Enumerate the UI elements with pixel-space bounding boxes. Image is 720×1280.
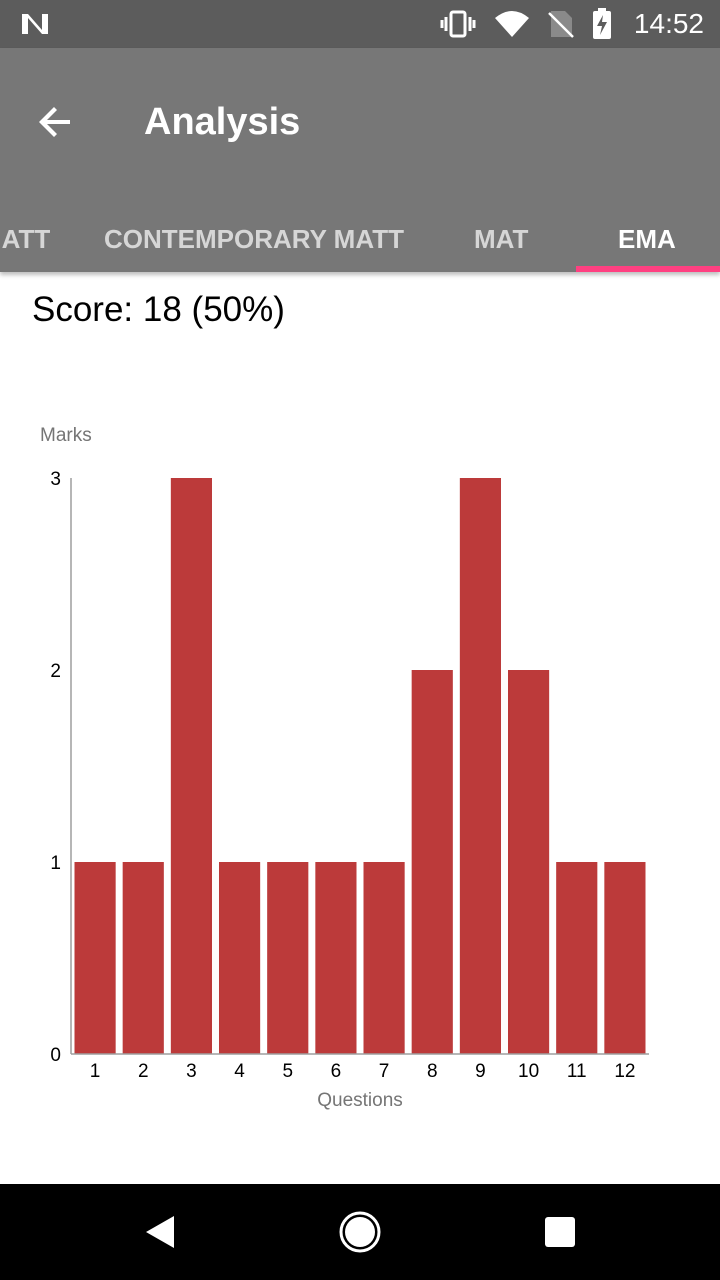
back-triangle-icon[interactable]	[136, 1208, 184, 1256]
tab-ema[interactable]: EMA	[618, 224, 676, 254]
notification-n-icon	[22, 14, 48, 34]
bar-question-6	[315, 862, 357, 1054]
bar-question-3	[170, 478, 212, 1054]
arrow-back-icon[interactable]	[32, 98, 80, 146]
no-sim-icon	[548, 11, 574, 38]
y-tick-label: 2	[50, 661, 61, 682]
x-tick-label: 12	[614, 1061, 635, 1082]
x-tick-label: 6	[331, 1061, 342, 1082]
x-tick-labels: 1 2 3 4 5 6 7 8 9 10 11 12	[90, 1061, 636, 1082]
y-tick-label: 0	[50, 1045, 61, 1066]
x-tick-label: 10	[518, 1061, 539, 1082]
x-tick-label: 3	[186, 1061, 197, 1082]
x-tick-label: 1	[90, 1061, 101, 1082]
x-tick-label: 9	[475, 1061, 486, 1082]
bar-question-10	[508, 670, 550, 1054]
x-axis-label: Questions	[317, 1090, 403, 1111]
bar-question-11	[556, 862, 598, 1054]
bar-question-8	[411, 670, 453, 1054]
bar-question-7	[363, 862, 405, 1054]
wifi-icon	[495, 11, 529, 37]
bars	[74, 478, 646, 1054]
home-circle-icon[interactable]	[336, 1208, 384, 1256]
x-tick-label: 2	[138, 1061, 149, 1082]
tab-matt[interactable]: MATT	[0, 224, 51, 254]
x-tick-label: 5	[282, 1061, 293, 1082]
x-tick-label: 11	[567, 1061, 587, 1082]
x-tick-label: 4	[234, 1061, 245, 1082]
status-bar: 14:52	[0, 0, 720, 48]
bar-question-5	[267, 862, 309, 1054]
x-tick-label: 7	[379, 1061, 390, 1082]
app-bar: Analysis MATT CONTEMPORARY MATT MAT EMA	[0, 48, 720, 272]
tab-contemporary-matt[interactable]: CONTEMPORARY MATT	[104, 224, 404, 254]
bar-question-1	[74, 862, 116, 1054]
bar-question-9	[459, 478, 501, 1054]
x-tick-label: 8	[427, 1061, 438, 1082]
tab-bar: MATT CONTEMPORARY MATT MAT EMA	[0, 200, 720, 272]
score-text: Score: 18 (50%)	[32, 290, 285, 329]
system-nav-bar	[0, 1184, 720, 1280]
y-tick-label: 1	[50, 853, 61, 874]
bar-question-4	[219, 862, 261, 1054]
vibrate-icon	[440, 10, 476, 38]
battery-charging-icon	[593, 8, 611, 39]
status-time: 14:52	[633, 8, 704, 39]
page-title: Analysis	[144, 101, 301, 143]
y-tick-label: 3	[50, 469, 61, 490]
bar-question-2	[122, 862, 164, 1054]
status-icons	[440, 8, 612, 39]
bar-question-12	[604, 862, 646, 1054]
y-axis-label: Marks	[40, 425, 92, 446]
tab-mat[interactable]: MAT	[474, 224, 529, 254]
y-tick-labels: 0 1 2 3	[50, 469, 61, 1066]
recents-square-icon[interactable]	[536, 1208, 584, 1256]
tab-indicator	[576, 266, 720, 272]
